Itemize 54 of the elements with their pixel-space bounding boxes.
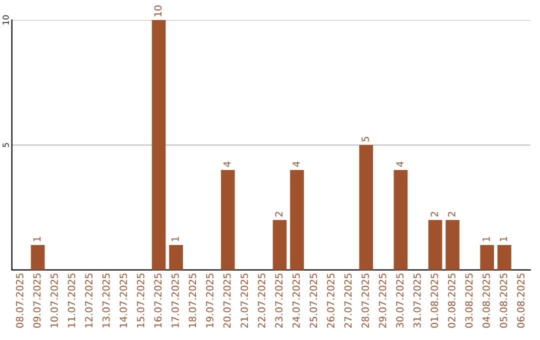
x-tick-label: 13.07.2025 — [102, 274, 110, 328]
x-tick-label: 14.07.2025 — [120, 274, 128, 328]
data-label: 4 — [396, 162, 404, 167]
bar — [428, 220, 442, 270]
x-tick-label: 03.08.2025 — [465, 274, 473, 328]
x-tick-label: 30.07.2025 — [396, 274, 404, 328]
x-tick-label: 22.07.2025 — [258, 274, 266, 328]
data-label: 10 — [154, 6, 162, 16]
bar — [446, 220, 460, 270]
data-label: 1 — [482, 236, 490, 242]
bar — [480, 244, 494, 270]
data-label: 1 — [33, 236, 40, 242]
data-label: 2 — [430, 212, 438, 216]
data-label: 1 — [172, 236, 179, 242]
x-tick-label: 15.07.2025 — [136, 274, 144, 328]
x-tick-label: 31.07.2025 — [413, 274, 421, 328]
bar — [169, 244, 183, 270]
x-tick-label: 21.07.2025 — [240, 274, 248, 328]
bar — [152, 20, 166, 270]
data-label: 4 — [292, 162, 300, 167]
x-tick-label: 04.08.2025 — [482, 274, 490, 328]
bar — [497, 244, 512, 270]
data-label: 5 — [362, 136, 369, 142]
x-tick-label: 26.07.2025 — [327, 274, 334, 328]
x-tick-label: 28.07.2025 — [362, 274, 369, 328]
bar — [394, 170, 408, 270]
x-tick-label: 12.07.2025 — [85, 274, 92, 328]
x-tick-label: 11.07.2025 — [68, 274, 76, 328]
x-tick-label: 19.07.2025 — [206, 274, 214, 328]
bar — [359, 145, 374, 270]
x-tick-label: 20.07.2025 — [223, 274, 231, 328]
x-tick-label: 25.07.2025 — [310, 274, 318, 328]
x-tick-label: 06.08.2025 — [517, 274, 524, 328]
bar — [272, 220, 287, 270]
data-label: 1 — [500, 236, 508, 242]
x-tick-label: 09.07.2025 — [33, 274, 41, 328]
data-label: 2 — [448, 212, 456, 216]
x-tick-label: 27.07.2025 — [344, 274, 352, 328]
data-label: 2 — [275, 212, 282, 216]
bar — [30, 244, 45, 270]
x-tick-label: 05.08.2025 — [500, 274, 508, 328]
x-tick-label: 16.07.2025 — [154, 274, 162, 328]
x-tick-label: 29.07.2025 — [378, 274, 386, 328]
x-tick-label: 10.07.2025 — [50, 274, 58, 328]
x-tick-label: 23.07.2025 — [275, 274, 283, 328]
x-tick-label: 02.08.2025 — [448, 274, 456, 328]
data-label: 4 — [223, 162, 231, 167]
x-tick-label: 08.07.2025 — [16, 274, 24, 328]
x-tick-label: 17.07.2025 — [172, 274, 179, 328]
bar — [290, 170, 304, 270]
x-tick-label: 24.07.2025 — [292, 274, 300, 328]
bar — [220, 170, 235, 270]
x-tick-label: 18.07.2025 — [188, 274, 196, 328]
x-tick-label: 01.08.2025 — [430, 274, 438, 328]
